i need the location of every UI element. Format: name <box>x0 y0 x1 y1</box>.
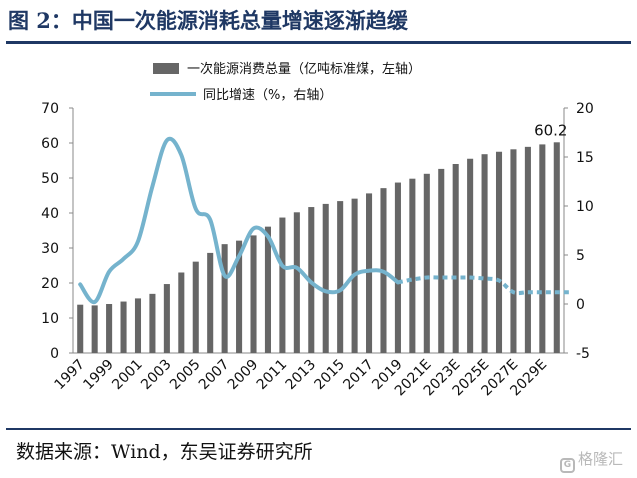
x-tick-label: 2013 <box>283 357 320 394</box>
bar <box>221 244 228 353</box>
bar <box>495 151 503 353</box>
bar <box>250 235 257 353</box>
bar <box>91 305 98 353</box>
bar <box>539 144 546 353</box>
bar <box>481 154 488 353</box>
growth-line-forecast <box>397 275 572 296</box>
x-tick-label: 2001 <box>109 357 146 394</box>
bar <box>409 178 416 353</box>
bar <box>322 203 329 353</box>
bar <box>423 173 430 353</box>
bar <box>366 193 373 353</box>
bar <box>510 149 517 353</box>
right-tick-label: 10 <box>576 199 594 215</box>
bar <box>279 217 286 353</box>
bar <box>293 212 300 353</box>
x-tick-label: 2017 <box>340 357 377 394</box>
left-tick-label: 0 <box>50 346 59 362</box>
bar <box>394 182 401 353</box>
footer-divider <box>6 428 631 430</box>
left-tick-label: 10 <box>41 311 59 327</box>
bar-series <box>77 142 560 353</box>
growth-series <box>78 136 572 305</box>
bar <box>467 158 474 353</box>
bar <box>77 304 84 353</box>
x-tick-label: 1999 <box>80 357 117 394</box>
right-tick-label: 5 <box>576 248 585 264</box>
axes <box>69 107 568 354</box>
bar-data-label: 60.2 <box>534 121 567 139</box>
bar <box>178 272 185 353</box>
bar <box>264 226 271 353</box>
bar <box>524 146 531 353</box>
bar <box>438 168 445 353</box>
watermark: G 格隆汇 <box>560 448 623 473</box>
x-tick-label: 2015 <box>311 357 348 394</box>
bar <box>236 240 243 353</box>
left-tick-label: 40 <box>41 206 59 222</box>
bar <box>452 164 459 353</box>
bar <box>163 284 170 353</box>
x-tick-label: 2005 <box>167 357 204 394</box>
legend-bar-label: 一次能源消费总量（亿吨标准煤，左轴） <box>187 61 421 77</box>
watermark-logo-icon: G <box>560 458 575 473</box>
left-tick-label: 20 <box>41 276 59 292</box>
page-title: 图 2：中国一次能源消耗总量增速逐渐趋缓 <box>8 8 408 33</box>
bar <box>106 304 113 353</box>
left-tick-label: 70 <box>41 101 59 117</box>
growth-line-actual <box>78 136 400 305</box>
left-tick-label: 60 <box>41 136 59 152</box>
bar <box>207 252 214 353</box>
bar <box>120 301 127 353</box>
source-note: 数据来源：Wind，东吴证券研究所 <box>16 441 313 463</box>
bar <box>149 293 156 353</box>
right-tick-label: 20 <box>576 101 594 117</box>
x-tick-label: 2007 <box>196 357 233 394</box>
x-tick-label: 2003 <box>138 357 175 394</box>
watermark-text: 格隆汇 <box>578 450 624 468</box>
title-divider <box>6 41 631 44</box>
left-tick-label: 30 <box>41 241 59 257</box>
legend-line-label: 同比增速（%，右轴） <box>203 88 332 103</box>
legend: 一次能源消费总量（亿吨标准煤，左轴） 同比增速（%，右轴） <box>150 61 421 103</box>
bar <box>192 261 199 353</box>
bar <box>553 142 560 353</box>
right-tick-label: 15 <box>576 150 594 166</box>
bar <box>134 298 142 353</box>
legend-bar-swatch <box>153 63 179 74</box>
x-tick-label: 2011 <box>254 357 291 394</box>
x-tick-label: 2009 <box>225 357 262 394</box>
right-tick-label: -5 <box>576 346 590 362</box>
left-tick-label: 50 <box>41 171 59 187</box>
bar <box>337 201 344 353</box>
right-tick-label: 0 <box>576 297 585 313</box>
